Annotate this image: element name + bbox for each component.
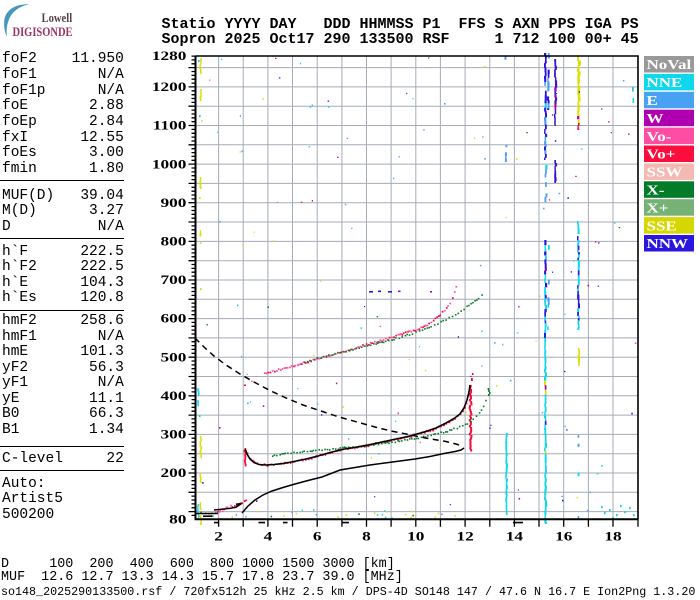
svg-text:800: 800 — [160, 236, 186, 249]
svg-text:X-: X- — [647, 183, 665, 198]
svg-text:400: 400 — [160, 390, 186, 403]
svg-text:NNE: NNE — [647, 76, 683, 91]
svg-text:Lowell: Lowell — [42, 11, 73, 25]
svg-text:1000: 1000 — [152, 158, 187, 171]
svg-text:SSW: SSW — [647, 165, 683, 180]
svg-text:80: 80 — [169, 513, 186, 526]
svg-text:1200: 1200 — [152, 81, 187, 94]
svg-text:900: 900 — [160, 197, 186, 210]
svg-text:NNW: NNW — [647, 237, 689, 252]
svg-text:X+: X+ — [647, 201, 669, 216]
svg-text:300: 300 — [160, 429, 186, 442]
svg-text:1280: 1280 — [152, 50, 187, 63]
svg-text:W: W — [647, 112, 664, 127]
svg-text:2: 2 — [214, 531, 223, 544]
svg-text:200: 200 — [160, 467, 186, 480]
svg-text:DIGISONDE: DIGISONDE — [13, 24, 73, 39]
svg-text:6: 6 — [313, 531, 322, 544]
svg-text:14: 14 — [506, 531, 524, 544]
svg-text:4: 4 — [264, 531, 273, 544]
svg-text:Vo-: Vo- — [647, 129, 672, 144]
svg-text:E: E — [647, 94, 658, 109]
svg-text:500: 500 — [160, 351, 186, 364]
svg-text:12: 12 — [456, 531, 473, 544]
svg-text:SSE: SSE — [647, 219, 677, 234]
svg-text:10: 10 — [407, 531, 424, 544]
svg-text:Vo+: Vo+ — [647, 147, 676, 162]
svg-text:NoVal: NoVal — [647, 58, 692, 73]
svg-text:18: 18 — [604, 531, 622, 544]
svg-text:16: 16 — [555, 531, 573, 544]
svg-text:700: 700 — [160, 274, 186, 287]
svg-text:1100: 1100 — [153, 120, 187, 133]
svg-text:8: 8 — [362, 531, 371, 544]
svg-text:600: 600 — [160, 313, 186, 326]
